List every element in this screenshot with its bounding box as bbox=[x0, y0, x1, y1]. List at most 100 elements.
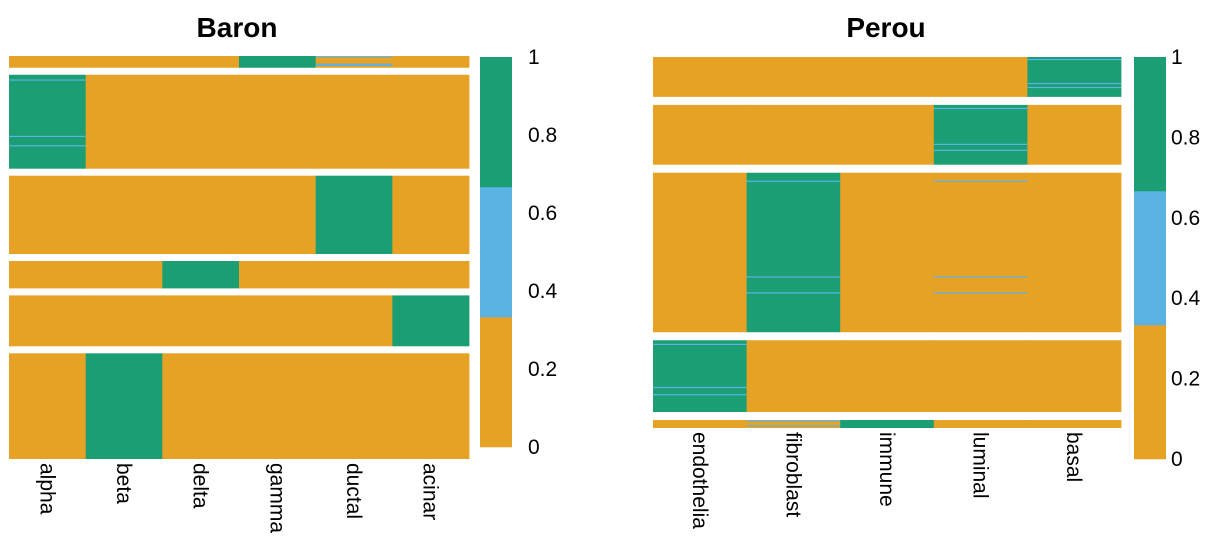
heatmap-cell-delta bbox=[162, 175, 240, 254]
heatmap-cell-luminal bbox=[933, 57, 1028, 97]
heatmap-cell-alpha bbox=[9, 56, 87, 68]
heatmap-mid-streak bbox=[653, 386, 747, 389]
baron-title: Baron bbox=[197, 12, 278, 43]
colorbar-tick-label: 0.8 bbox=[528, 124, 557, 147]
heatmap-mid-streak bbox=[9, 145, 86, 147]
heatmap-mid-streak bbox=[746, 420, 841, 422]
heatmap-cell-alpha bbox=[9, 261, 87, 289]
heatmap-cell-delta bbox=[162, 261, 240, 289]
colorbar-segment bbox=[1134, 191, 1166, 326]
heatmap-cell-acinar bbox=[392, 261, 470, 289]
colorbar-tick-label: 0 bbox=[1171, 448, 1183, 471]
heatmap-mid-streak bbox=[1027, 58, 1121, 61]
heatmap-cell-endothelia bbox=[653, 420, 747, 428]
heatmap-cell-immune bbox=[840, 104, 935, 165]
colorbar-tick-label: 0.6 bbox=[528, 202, 557, 225]
heatmap-cell-basal bbox=[1027, 57, 1122, 97]
heatmap-cell-gamma bbox=[239, 56, 317, 68]
heatmap-cell-beta bbox=[85, 74, 163, 169]
heatmap-cell-beta bbox=[85, 295, 163, 347]
heatmap-cell-basal bbox=[1027, 340, 1122, 413]
heatmap-cell-endothelia bbox=[653, 172, 747, 333]
baron-heatmap: alpha beta delta gamma ductal acinar bbox=[9, 56, 470, 533]
heatmap-mid-streak bbox=[933, 292, 1028, 294]
heatmap-cell-alpha bbox=[9, 295, 87, 347]
heatmap-cell-luminal bbox=[933, 172, 1028, 333]
heatmap-cell-alpha bbox=[9, 74, 87, 169]
heatmap-cell-basal bbox=[1027, 104, 1122, 165]
heatmap-mid-streak bbox=[653, 343, 747, 346]
heatmap-cell-acinar bbox=[392, 175, 470, 254]
colorbar-tick-label: 0 bbox=[528, 436, 540, 459]
heatmap-cell-fibroblast bbox=[746, 340, 841, 413]
column-label-fibroblast: fibroblast bbox=[781, 432, 804, 517]
heatmap-cell-luminal bbox=[933, 340, 1028, 413]
column-label-endothelia: endothelia bbox=[688, 432, 711, 529]
colorbar-tick-label: 0.2 bbox=[528, 358, 557, 381]
heatmap-cell-luminal bbox=[933, 420, 1028, 428]
perou-colorbar: 0 0.2 0.4 0.6 0.8 1 bbox=[1134, 46, 1201, 471]
heatmap-cell-acinar bbox=[392, 56, 470, 68]
heatmap-cell-delta bbox=[162, 74, 240, 169]
column-label-immune: immune bbox=[875, 432, 898, 507]
column-label-ductal: ductal bbox=[342, 463, 365, 519]
heatmap-cell-delta bbox=[162, 295, 240, 347]
heatmap-mid-streak bbox=[933, 149, 1028, 151]
heatmap-cell-endothelia bbox=[653, 57, 747, 97]
heatmap-cell-fibroblast bbox=[746, 104, 841, 165]
heatmap-cell-acinar bbox=[392, 353, 470, 459]
perou-heatmap: endothelia fibroblast immune luminal basal bbox=[653, 57, 1122, 529]
heatmap-cell-gamma bbox=[239, 175, 317, 254]
heatmap-cell-beta bbox=[85, 353, 163, 459]
heatmap-cell-fibroblast bbox=[746, 172, 841, 333]
heatmap-mid-streak bbox=[315, 63, 393, 65]
heatmap-cell-fibroblast bbox=[746, 420, 841, 428]
heatmap-cell-immune bbox=[840, 420, 935, 428]
heatmap-mid-streak bbox=[1027, 82, 1121, 85]
heatmap-cell-gamma bbox=[239, 74, 317, 169]
heatmap-mid-streak bbox=[933, 107, 1028, 110]
column-label-alpha: alpha bbox=[35, 463, 58, 515]
heatmap-cell-beta bbox=[85, 56, 163, 68]
column-label-gamma: gamma bbox=[265, 463, 288, 533]
colorbar-segment bbox=[480, 187, 512, 318]
heatmap-cell-immune bbox=[840, 340, 935, 413]
colorbar-segment bbox=[480, 57, 512, 188]
colorbar-segment bbox=[1134, 57, 1166, 192]
baron-colorbar: 0 0.2 0.4 0.6 0.8 1 bbox=[480, 46, 558, 459]
heatmap-mid-streak bbox=[933, 143, 1028, 145]
heatmap-cell-immune bbox=[840, 172, 935, 333]
heatmap-cell-beta bbox=[85, 261, 163, 289]
column-label-beta: beta bbox=[112, 463, 135, 504]
colorbar-tick-label: 0.4 bbox=[1171, 287, 1201, 310]
heatmap-cell-acinar bbox=[392, 74, 470, 169]
column-label-delta: delta bbox=[189, 463, 212, 509]
heatmap-mid-streak bbox=[315, 56, 393, 58]
heatmap-cell-basal bbox=[1027, 172, 1122, 333]
heatmap-cell-ductal bbox=[315, 74, 393, 169]
heatmap-cell-delta bbox=[162, 353, 240, 459]
colorbar-tick-label: 0.6 bbox=[1171, 207, 1200, 230]
heatmap-cell-endothelia bbox=[653, 104, 747, 165]
heatmap-cell-beta bbox=[85, 175, 163, 254]
heatmap-cell-basal bbox=[1027, 420, 1122, 428]
heatmap-mid-streak bbox=[746, 180, 841, 182]
heatmap-mid-streak bbox=[1027, 86, 1121, 89]
heatmap-mid-streak bbox=[933, 180, 1028, 182]
colorbar-tick-label: 0.4 bbox=[528, 280, 558, 303]
heatmap-mid-streak bbox=[9, 135, 86, 138]
heatmap-cell-alpha bbox=[9, 175, 87, 254]
heatmap-cell-alpha bbox=[9, 353, 87, 459]
heatmap-cell-endothelia bbox=[653, 340, 747, 413]
colorbar-segment bbox=[1134, 325, 1166, 460]
heatmap-mid-streak bbox=[9, 79, 86, 81]
heatmap-mid-streak bbox=[746, 276, 841, 278]
column-label-acinar: acinar bbox=[419, 463, 442, 520]
heatmap-cell-delta bbox=[162, 56, 240, 68]
heatmap-cell-ductal bbox=[315, 261, 393, 289]
heatmap-mid-streak bbox=[746, 292, 841, 294]
heatmap-mid-streak bbox=[933, 276, 1028, 278]
heatmap-cell-ductal bbox=[315, 295, 393, 347]
heatmap-cell-ductal bbox=[315, 175, 393, 254]
